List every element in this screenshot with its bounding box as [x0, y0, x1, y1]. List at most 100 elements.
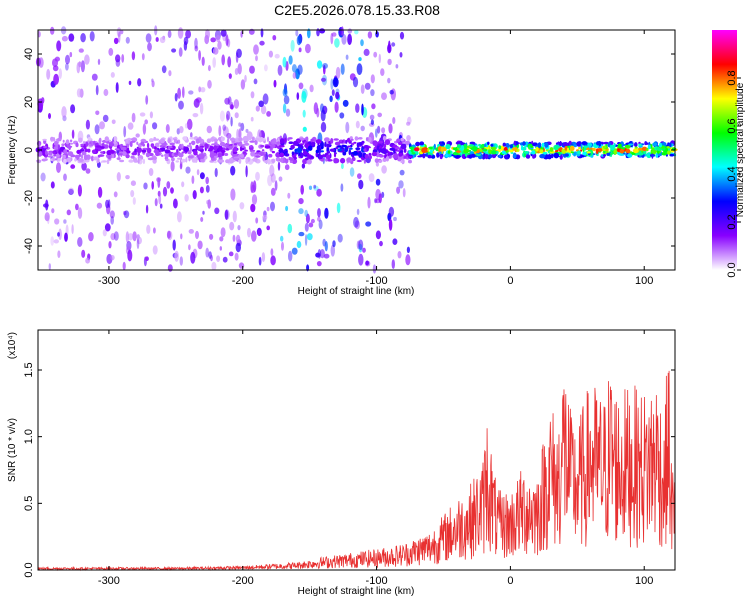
spectrogram-band-cell: [67, 151, 74, 157]
colorbar: 0.0 0.2 0.4 0.6 0.8 Normalized spectral ampl…: [712, 30, 746, 278]
spectrogram-cell: [222, 124, 226, 131]
spectrogram-band-cell: [52, 156, 55, 162]
spectrogram-band-cell: [577, 150, 581, 155]
spectrogram-cell: [95, 110, 100, 116]
spectrogram-cell: [78, 61, 82, 68]
spectrogram-cell: [269, 164, 275, 177]
spectrogram-cell: [194, 45, 199, 52]
spectrogram-cell: [273, 79, 277, 88]
spectrogram-band-cell: [378, 159, 383, 163]
spectrogram-band-cell: [427, 154, 432, 159]
spectrogram-band-cell: [199, 153, 205, 159]
spectrogram-band-cell: [233, 143, 238, 146]
spectrogram-cell: [113, 191, 118, 198]
spectrogram-band-cell: [133, 160, 138, 163]
spectrogram-band-cell: [617, 143, 622, 149]
spectrogram-band-cell: [415, 141, 421, 147]
spectrogram-cell: [238, 128, 242, 140]
spectrogram-cell: [158, 193, 162, 205]
spectrogram-cell: [95, 85, 99, 96]
spectrogram-band-cell: [260, 144, 265, 148]
spectrogram-cell: [94, 124, 100, 135]
spectrogram-band-cell: [167, 138, 171, 144]
spectrogram-cell: [123, 210, 130, 219]
spectrogram-band-cell: [350, 138, 354, 141]
spectrogram-band-cell: [57, 137, 62, 142]
spectrogram-cell: [236, 48, 242, 58]
spectrogram-cell: [41, 97, 45, 104]
spectrogram-cell: [75, 203, 79, 211]
spectrogram-cell: [250, 203, 256, 213]
spectrogram-band-cell: [232, 153, 237, 157]
spectrogram-band-cell: [259, 137, 264, 142]
spectrogram-cell: [166, 230, 171, 239]
spectrogram-cell: [184, 194, 189, 202]
spectrogram-cell: [130, 180, 136, 186]
spectrogram-cell: [332, 77, 339, 88]
spectrogram-cell: [199, 172, 205, 180]
spectrogram-cell: [338, 27, 342, 36]
spectrogram-cell: [234, 252, 239, 261]
spectrogram-band-cell: [348, 149, 352, 156]
spectrogram-band-cell: [188, 142, 192, 146]
spectrogram-cell: [388, 123, 393, 134]
spectrogram-cell: [177, 27, 184, 39]
spectrogram-cell: [99, 121, 105, 130]
spectrogram-band-cell: [137, 158, 140, 164]
spectrogram-band-cell: [241, 145, 245, 148]
spectrogram-band-cell: [524, 144, 527, 148]
spectrogram-cell: [318, 219, 323, 230]
spectrogram-band-cell: [185, 157, 188, 163]
spectrogram-band-cell: [136, 141, 139, 145]
spectrogram-band-cell: [669, 153, 675, 157]
spectrogram-band-cell: [279, 152, 285, 158]
spectrogram-band-cell: [204, 143, 209, 149]
spectrogram-cell: [377, 112, 383, 118]
spectrogram-band-cell: [114, 148, 120, 151]
spectrogram-cell: [227, 56, 232, 68]
spectrogram-cell: [108, 241, 112, 249]
spectrogram-y-tick-label: 0: [23, 147, 35, 153]
spectrogram-band-cell: [307, 145, 313, 151]
spectrogram-band-cell: [177, 157, 181, 160]
spectrogram-band-cell: [333, 158, 340, 164]
spectrogram-cell: [233, 99, 240, 109]
spectrogram-cell: [170, 161, 175, 172]
spectrogram-band-cell: [88, 143, 92, 147]
spectrogram-band-cell: [638, 152, 644, 156]
spectrogram-band-cell: [504, 155, 508, 158]
spectrogram-cell: [323, 253, 330, 259]
spectrogram-band-cell: [111, 154, 115, 159]
spectrogram-band-cell: [91, 149, 97, 154]
spectrogram-band-cell: [182, 136, 188, 141]
spectrogram-band-cell: [371, 151, 377, 157]
spectrogram-x-label: Height of straight line (km): [298, 286, 415, 297]
spectrogram-cell: [162, 186, 168, 197]
spectrogram-cell: [58, 228, 62, 241]
spectrogram-cell: [122, 261, 126, 271]
spectrogram-band-cell: [445, 153, 449, 158]
spectrogram-cell: [125, 36, 130, 44]
snr-y-label: SNR (10 * v/v): [7, 418, 18, 482]
spectrogram-cell: [319, 249, 325, 259]
spectrogram-band-cell: [136, 147, 142, 154]
spectrogram-band-cell: [177, 139, 181, 144]
spectrogram-band-cell: [288, 141, 294, 144]
snr-x-tick-label: 100: [635, 575, 653, 587]
spectrogram-cell: [188, 90, 194, 95]
spectrogram-cell: [50, 26, 55, 35]
colorbar-ticks: 0.0 0.2 0.4 0.6 0.8: [726, 70, 741, 278]
spectrogram-cell: [274, 53, 280, 59]
spectrogram-cell: [358, 57, 362, 62]
spectrogram-cell: [221, 54, 225, 66]
spectrogram-cell: [247, 227, 251, 238]
spectrogram-band-cell: [595, 141, 601, 146]
spectrogram-band-cell: [224, 153, 229, 156]
spectrogram-cell: [225, 34, 229, 47]
spectrogram-band-cell: [372, 140, 378, 146]
spectrogram-cell: [85, 119, 90, 130]
spectrogram-band-cell: [220, 136, 225, 141]
spectrogram-band-cell: [638, 143, 642, 147]
spectrogram-cell: [389, 89, 394, 95]
colorbar-tick-label: 0.2: [726, 214, 738, 229]
